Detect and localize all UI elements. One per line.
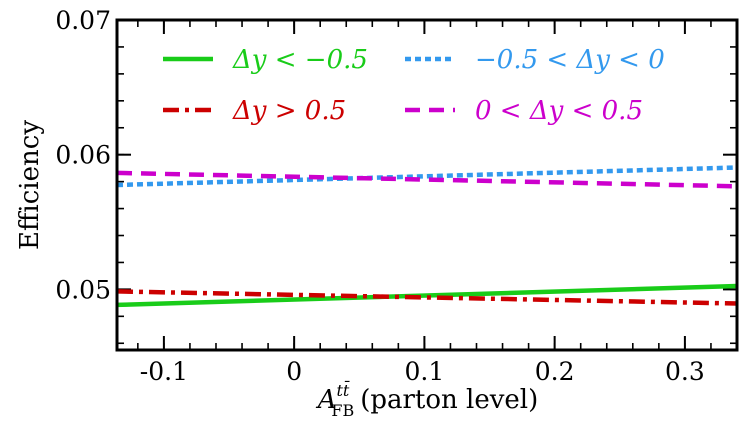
x-axis-label-sup: tt̄	[336, 379, 349, 400]
x-tick-label: 0	[286, 357, 302, 386]
legend: Δy < −0.5 −0.5 < Δy < 0 Δy > 0.5 0 < Δy < 0…	[163, 45, 665, 126]
x-tick-label: 0.3	[665, 357, 705, 386]
plot-frame	[115, 18, 739, 352]
x-tick-label: 0.1	[405, 357, 445, 386]
series-line-2	[116, 165, 738, 188]
series-layer	[116, 165, 738, 308]
series-line-4	[116, 170, 738, 189]
legend-label-3: Δy > 0.5	[232, 96, 346, 126]
legend-label-2: −0.5 < Δy < 0	[475, 45, 665, 75]
x-axis-label-sub: FB	[331, 401, 354, 420]
x-tick-label: 0.2	[535, 357, 575, 386]
legend-label-4: 0 < Δy < 0.5	[475, 96, 643, 126]
legend-label-1: Δy < −0.5	[232, 45, 368, 75]
x-axis-label-rest: (parton level)	[360, 385, 538, 415]
x-tick-label: -0.1	[140, 357, 188, 386]
y-axis-label: Efficiency	[15, 120, 45, 250]
y-tick-label: 0.07	[55, 6, 111, 35]
x-axis-label: Att̄ FB (parton level)	[316, 379, 539, 420]
y-tick-label: 0.06	[55, 141, 111, 170]
y-tick-label: 0.05	[55, 275, 111, 304]
x-axis-label-main: A	[316, 385, 337, 415]
ticklabel-layer: -0.1 0 0.1 0.2 0.3 0.05 0.06 0.07	[55, 6, 704, 386]
series-line-3	[116, 289, 738, 306]
